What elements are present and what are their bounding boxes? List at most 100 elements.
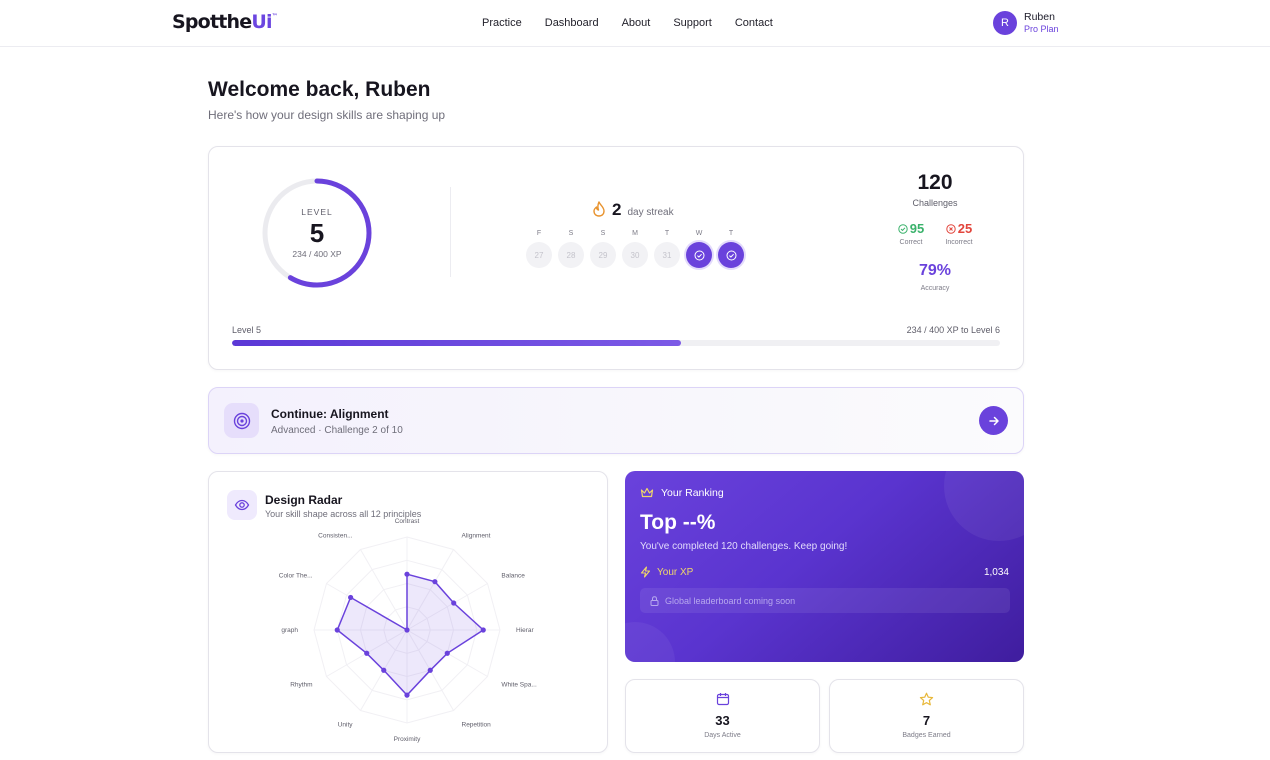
- days-active-card: 33 Days Active: [625, 679, 820, 753]
- streak-day-letter: T: [664, 230, 670, 237]
- radar-axis-label: Color The...: [279, 573, 313, 580]
- radar-axis-label: Balance: [501, 573, 525, 580]
- radar-axis-label: Proximity: [394, 736, 421, 743]
- calendar-icon: [716, 693, 729, 706]
- incorrect-count: 25: [957, 221, 973, 236]
- streak-day-letter: T: [728, 230, 734, 237]
- nav-link-practice[interactable]: Practice: [482, 17, 522, 29]
- streak-day: W: [686, 230, 712, 268]
- accuracy-value: 79%: [918, 262, 952, 279]
- radar-point: [364, 650, 370, 656]
- radar-axis-label: Alignment: [462, 533, 491, 540]
- check-circle-icon: [694, 250, 704, 260]
- incorrect-label: Incorrect: [945, 239, 973, 246]
- correct-stat: 95 Correct: [895, 221, 927, 246]
- level-number: 5: [309, 218, 325, 248]
- streak-day-letter: W: [695, 230, 703, 237]
- top-nav: SpottheUi™ Practice Dashboard About Supp…: [0, 0, 1270, 47]
- avatar: R: [993, 11, 1017, 35]
- radar-axis-line: [406, 583, 488, 631]
- accuracy-label: Accuracy: [920, 285, 950, 292]
- streak-day-number: 30: [622, 242, 648, 268]
- target-icon-box: [224, 403, 259, 438]
- badges-card: 7 Badges Earned: [829, 679, 1024, 753]
- stats-card: LEVEL 5 234 / 400 XP 2 day streak F 27 S 28…: [208, 146, 1024, 370]
- radar-point: [432, 579, 438, 585]
- radar-axis-label: Unity: [338, 721, 354, 728]
- continue-card[interactable]: Continue: Alignment Advanced · Challenge…: [208, 387, 1024, 454]
- check-circle-icon: [726, 250, 736, 260]
- streak-day-letter: S: [600, 230, 606, 237]
- nav-link-support[interactable]: Support: [673, 17, 712, 29]
- crown-icon: [640, 487, 654, 498]
- streak-days: F 27 S 28 S 29 M 30 T 31 W T: [526, 230, 750, 268]
- streak-day-done: [686, 242, 712, 268]
- radar-axis-label: Hierar: [516, 627, 535, 634]
- streak-day-number: 29: [590, 242, 616, 268]
- star-icon: [919, 692, 934, 706]
- correct-count: 95: [909, 221, 925, 236]
- streak-day: M 30: [622, 230, 648, 268]
- lock-icon: [650, 595, 659, 606]
- radar-title: Design Radar: [265, 493, 343, 507]
- continue-subtitle: Advanced · Challenge 2 of 10: [271, 425, 403, 436]
- xp-progress-bar: [232, 340, 1000, 346]
- radar-axis-line: [406, 549, 454, 631]
- eye-icon-box: [227, 490, 257, 520]
- nav-link-contact[interactable]: Contact: [734, 17, 773, 29]
- ranking-header: Your Ranking: [640, 487, 724, 499]
- decor-circle: [944, 471, 1024, 541]
- ranking-heading: Your Ranking: [661, 487, 724, 499]
- streak-number: 2: [612, 200, 622, 219]
- streak-day-letter: S: [568, 230, 574, 237]
- logo[interactable]: SpottheUi™: [172, 11, 278, 33]
- streak-day-number: 27: [526, 242, 552, 268]
- radar-point: [451, 600, 457, 606]
- streak-day: S 28: [558, 230, 584, 268]
- radar-point: [427, 667, 433, 673]
- ranking-percentile: Top --%: [640, 511, 716, 534]
- progress-level-label: Level 5: [232, 325, 262, 335]
- radar-subtitle: Your skill shape across all 12 principle…: [265, 509, 422, 519]
- level-ring: [262, 178, 372, 288]
- radar-point: [334, 627, 340, 633]
- nav-link-dashboard[interactable]: Dashboard: [544, 17, 599, 29]
- page-subtitle: Here's how your design skills are shapin…: [208, 108, 446, 122]
- radar-point: [381, 667, 387, 673]
- x-circle-icon: [946, 223, 956, 234]
- challenges-label: Challenges: [912, 198, 958, 208]
- leaderboard-notice: Global leaderboard coming soon: [640, 588, 1010, 613]
- streak-day-letter: M: [632, 230, 638, 237]
- incorrect-stat: 25 Incorrect: [941, 221, 977, 246]
- continue-button[interactable]: [979, 406, 1008, 435]
- lightning-icon: [640, 566, 651, 578]
- streak-day-number: 28: [558, 242, 584, 268]
- radar-axis-line: [360, 549, 408, 631]
- correct-label: Correct: [899, 239, 923, 246]
- nav-links: Practice Dashboard About Support Contact: [482, 17, 796, 29]
- user-name: Ruben: [1024, 11, 1055, 23]
- radar-axis-label: graph: [281, 627, 298, 634]
- badges-label: Badges Earned: [902, 732, 951, 739]
- ranking-description: You've completed 120 challenges. Keep go…: [640, 541, 848, 552]
- radar-point: [404, 627, 410, 633]
- days-active-count: 33: [715, 713, 730, 728]
- arrow-right-icon: [988, 416, 999, 425]
- level-label: LEVEL: [301, 207, 333, 217]
- level-xp: 234 / 400 XP: [292, 249, 342, 259]
- radar-point: [480, 627, 486, 633]
- page-title: Welcome back, Ruben: [208, 78, 431, 101]
- xp-progress-fill: [232, 340, 682, 346]
- progress-xp-label: 234 / 400 XP to Level 6: [906, 325, 1000, 335]
- design-radar-card: Contrast Alignment Balance Hierar White Spa.…: [208, 471, 608, 753]
- radar-axis-label: Rhythm: [290, 682, 312, 689]
- radar-point: [444, 650, 450, 656]
- radar-point: [404, 571, 410, 577]
- nav-link-about[interactable]: About: [621, 17, 651, 29]
- target-icon: [233, 412, 250, 429]
- streak-day-done: [718, 242, 744, 268]
- badges-count: 7: [922, 713, 931, 728]
- user-menu[interactable]: R Ruben Pro Plan: [993, 11, 1059, 35]
- challenges-count: 120: [917, 171, 953, 194]
- radar-axis-label: Consisten...: [318, 533, 353, 540]
